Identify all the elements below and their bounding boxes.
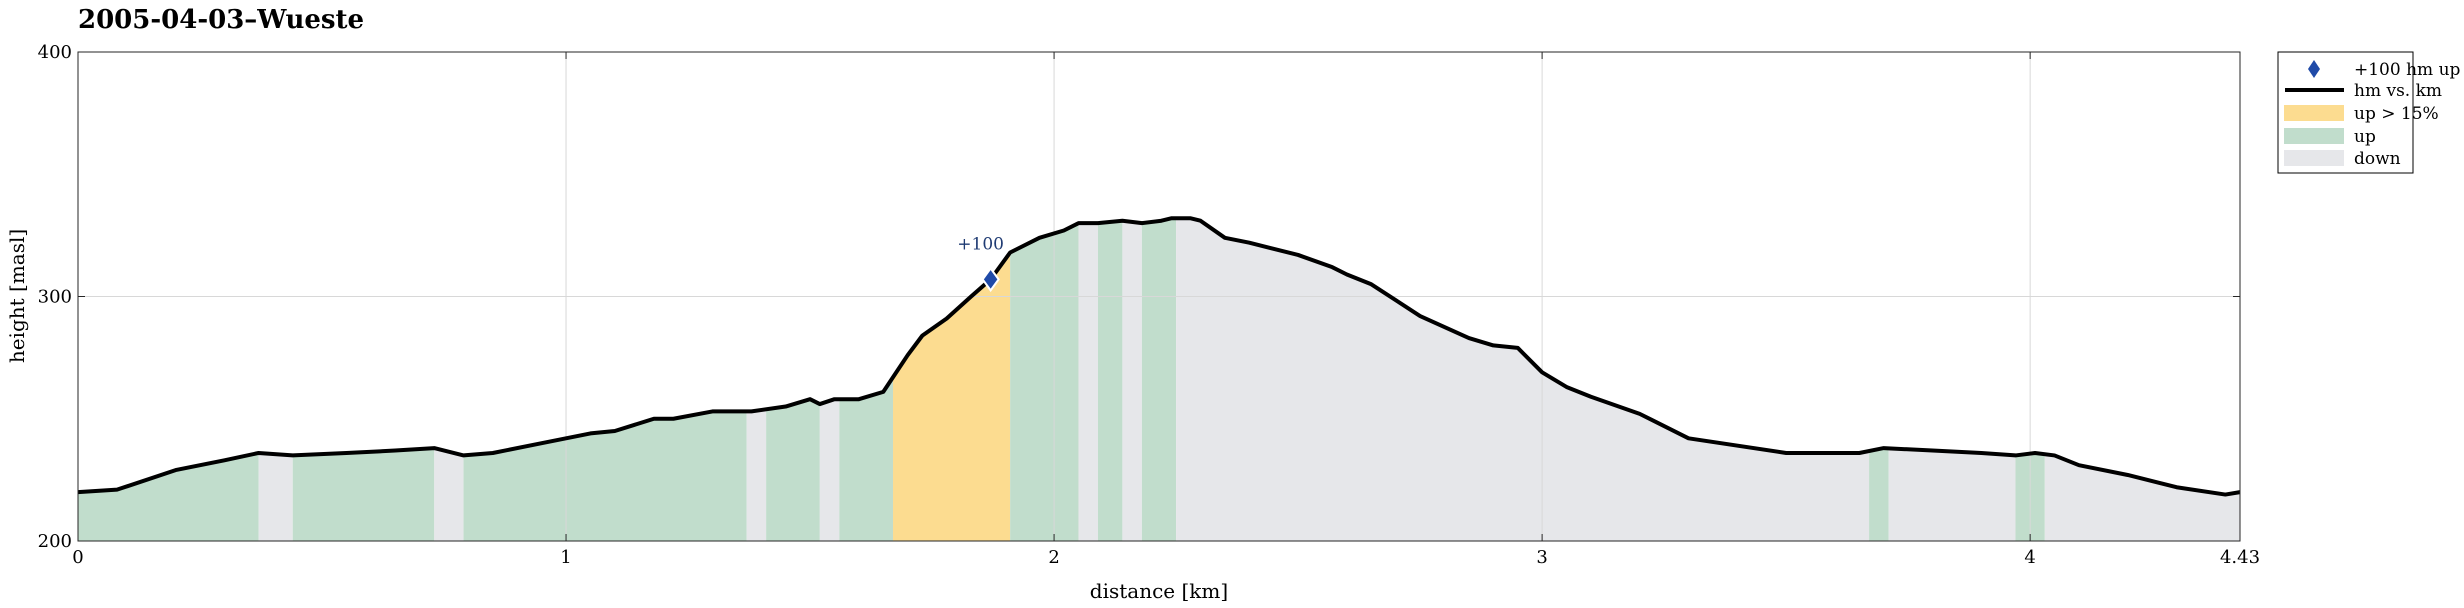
y-tick-label-0: 200 xyxy=(38,531,72,552)
segment-down-17 xyxy=(1888,448,2016,541)
legend-swatch-up xyxy=(2284,128,2344,144)
x-tick-label-2: 2 xyxy=(1048,547,1059,568)
segment-down-3 xyxy=(434,448,464,541)
segment-down-5 xyxy=(746,409,767,541)
segment-up-0 xyxy=(78,452,259,541)
x-tick-label-5: 4.43 xyxy=(2220,547,2260,568)
profile-line xyxy=(77,216,2241,497)
segment-steep-9 xyxy=(893,252,1011,542)
segment-up-10 xyxy=(1010,223,1079,541)
slope-bands xyxy=(78,218,2240,542)
markers: +100 xyxy=(957,234,1004,293)
y-tick-label-1: 300 xyxy=(38,287,72,308)
legend-label-line: hm vs. km xyxy=(2354,81,2442,101)
legend-label-down: down xyxy=(2354,149,2401,169)
legend-label-marker: +100 hm up xyxy=(2354,60,2461,80)
x-tick-label-0: 0 xyxy=(72,547,83,568)
segment-up-14 xyxy=(1141,218,1177,541)
legend-label-up: up xyxy=(2354,127,2376,147)
y-tick-label-2: 400 xyxy=(38,42,72,63)
marker-diamond-0 xyxy=(981,266,1000,293)
segment-down-15 xyxy=(1176,218,1870,541)
segment-down-7 xyxy=(819,399,840,541)
legend-swatch-down xyxy=(2284,150,2344,166)
x-tick-label-4: 4 xyxy=(2024,547,2035,568)
legend-label-steep: up > 15% xyxy=(2354,104,2439,124)
segment-up-16 xyxy=(1869,448,1889,541)
axis-ticks: 0 1 2 3 4 4.43 200 300 400 xyxy=(38,42,2260,568)
x-tick-label-3: 3 xyxy=(1536,547,1547,568)
y-axis-label: height [masl] xyxy=(5,229,29,363)
segment-down-13 xyxy=(1122,220,1142,541)
segment-up-2 xyxy=(292,448,435,541)
grid-lines xyxy=(78,52,2240,541)
marker-label-0: +100 xyxy=(957,234,1004,254)
chart-title: 2005-04-03–Wueste xyxy=(78,5,364,35)
segment-down-19 xyxy=(2044,454,2240,541)
segment-up-6 xyxy=(766,399,820,541)
segment-up-4 xyxy=(463,411,747,541)
segment-up-12 xyxy=(1097,220,1123,541)
segment-down-1 xyxy=(258,452,293,541)
x-axis-label: distance [km] xyxy=(1090,579,1228,603)
segment-down-11 xyxy=(1078,223,1098,541)
segment-up-8 xyxy=(839,377,894,541)
legend-swatch-steep xyxy=(2284,105,2344,121)
legend-marker-icon xyxy=(2308,60,2320,78)
x-tick-label-1: 1 xyxy=(560,547,571,568)
